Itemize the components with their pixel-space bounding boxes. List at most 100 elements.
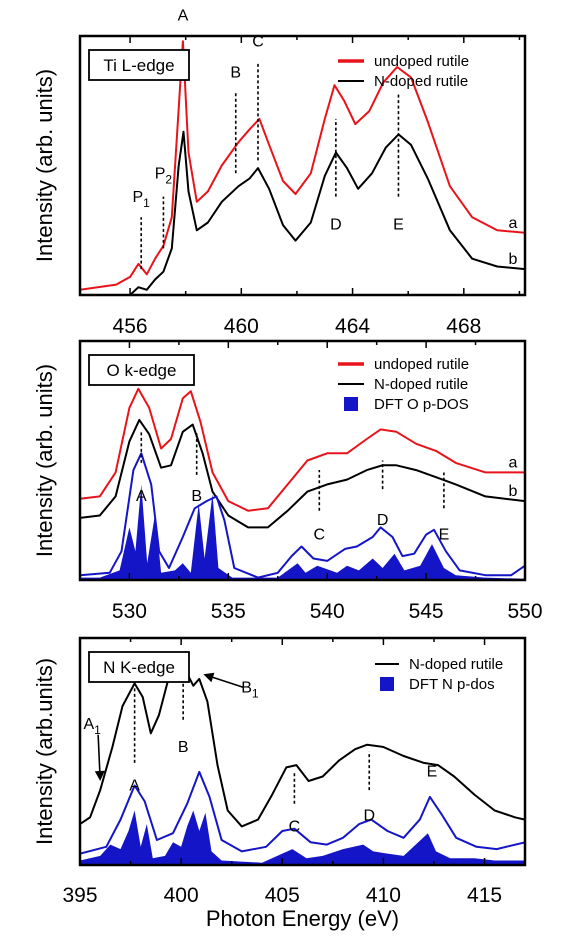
peak-label-B: B xyxy=(178,739,189,756)
peak-label-B: B xyxy=(230,64,241,81)
panel-label-box xyxy=(88,651,190,683)
legend-label: undoped rutile xyxy=(374,53,469,70)
trace-label-a: a xyxy=(509,215,518,232)
x-tick-label: 535 xyxy=(211,600,246,623)
legend-label: N-doped rutile xyxy=(374,376,468,393)
x-axis-label: Photon Energy (eV) xyxy=(206,906,399,931)
peak-label-A-main: A xyxy=(178,7,189,24)
y-axis-label: Intensity (arb. units) xyxy=(32,69,57,262)
peak-label-C-main: C xyxy=(252,33,264,50)
dos-area xyxy=(80,484,525,580)
plot-area xyxy=(80,664,525,865)
panel-label-box xyxy=(88,49,190,81)
plot-area xyxy=(80,387,525,580)
peak-label-A-main: A xyxy=(136,488,147,505)
arrow-label-B1-sub: 1 xyxy=(252,686,259,700)
panel-label: O k-edge xyxy=(107,361,177,380)
peak-label-P1-main: P xyxy=(133,189,144,206)
x-tick-label: 540 xyxy=(310,600,345,623)
arrow-label-B1-main: B xyxy=(241,679,252,696)
peak-label-C: C xyxy=(252,33,264,50)
peak-label-D-main: D xyxy=(330,216,342,233)
legend: undoped rutile N-doped rutile xyxy=(338,53,469,90)
panel-label: Ti L-edge xyxy=(103,56,174,75)
peak-label-D: D xyxy=(330,216,342,233)
dos-area xyxy=(80,810,525,865)
peak-label-B-main: B xyxy=(191,488,202,505)
arrow-label-A1-main: A xyxy=(83,716,94,733)
series-red-line xyxy=(80,387,525,512)
series-black-line xyxy=(127,130,525,295)
x-tick-label: 468 xyxy=(446,315,481,338)
peak-label-P2: P2 xyxy=(155,165,173,186)
legend: undoped rutile N-doped rutile DFT O p-DOS xyxy=(338,356,469,413)
dos-envelope xyxy=(80,770,525,855)
peak-label-E-main: E xyxy=(427,763,438,780)
arrow-line-B1 xyxy=(212,676,245,689)
panel-label: N K-edge xyxy=(103,658,175,677)
plot-area xyxy=(80,40,525,295)
axes-frame xyxy=(78,34,527,297)
axes-frame xyxy=(78,636,527,867)
arrow-line-A1 xyxy=(97,734,101,772)
y-axis-label: Intensity (arb.units) xyxy=(32,658,57,845)
legend-swatch xyxy=(380,677,394,691)
x-tick-label: 400 xyxy=(164,884,199,907)
peak-label-C-main: C xyxy=(314,526,326,543)
peak-label-E-main: E xyxy=(439,526,450,543)
legend-label: DFT N p-dos xyxy=(409,676,495,693)
peak-label-D: D xyxy=(363,807,375,824)
legend-label: N-doped rutile xyxy=(374,73,468,90)
peak-label-C: C xyxy=(314,526,326,543)
arrow-label-B1: B1 xyxy=(241,679,259,700)
legend-label: DFT O p-DOS xyxy=(374,396,469,413)
peak-label-E: E xyxy=(427,763,438,780)
peak-label-E: E xyxy=(439,526,450,543)
x-tick-label: 410 xyxy=(366,884,401,907)
legend-label: N-doped rutile xyxy=(409,656,503,673)
arrow-head-B1 xyxy=(203,672,215,683)
peak-label-A: A xyxy=(129,778,140,795)
x-tick-label: 545 xyxy=(409,600,444,623)
x-tick-label: 530 xyxy=(112,600,147,623)
peak-label-E: E xyxy=(393,216,404,233)
x-tick-label: 464 xyxy=(335,315,370,338)
x-tick-label: 456 xyxy=(113,315,148,338)
trace-label-b: b xyxy=(509,483,518,500)
peak-label-P1: P1 xyxy=(133,189,151,210)
peak-label-D: D xyxy=(377,512,389,529)
axes-frame xyxy=(78,339,527,582)
peak-label-P1-sub: 1 xyxy=(143,196,150,210)
peak-label-C-main: C xyxy=(289,819,301,836)
peak-label-B-main: B xyxy=(178,739,189,756)
peak-label-C: C xyxy=(289,819,301,836)
peak-label-E-main: E xyxy=(393,216,404,233)
legend-swatch xyxy=(344,397,358,411)
arrow-label-A1: A1 xyxy=(83,716,101,737)
x-tick-label: 415 xyxy=(467,884,502,907)
peak-label-B: B xyxy=(191,488,202,505)
series-red-line xyxy=(80,40,525,291)
series-black-line xyxy=(80,664,525,828)
trace-label-b: b xyxy=(509,251,518,268)
y-axis-label: Intensity (arb. units) xyxy=(32,364,57,557)
x-tick-label: 405 xyxy=(265,884,300,907)
dos-envelope xyxy=(80,452,525,579)
peak-label-A: A xyxy=(178,7,189,24)
series-black-line xyxy=(80,418,525,529)
x-tick-label: 460 xyxy=(224,315,259,338)
peak-label-P2-sub: 2 xyxy=(165,172,172,186)
legend-label: undoped rutile xyxy=(374,356,469,373)
peak-label-B-main: B xyxy=(230,64,241,81)
arrow-label-A1-sub: 1 xyxy=(94,723,101,737)
trace-label-a: a xyxy=(509,454,518,471)
panel-label-box xyxy=(88,354,195,386)
peak-label-P2-main: P xyxy=(155,165,166,182)
peak-label-D-main: D xyxy=(377,512,389,529)
x-tick-label: 395 xyxy=(62,884,97,907)
panel-2: ab A B C D E 530 535 540 545 550 Intensity (arb. un… xyxy=(32,339,543,623)
legend: N-doped rutile DFT N p-dos xyxy=(375,656,503,693)
